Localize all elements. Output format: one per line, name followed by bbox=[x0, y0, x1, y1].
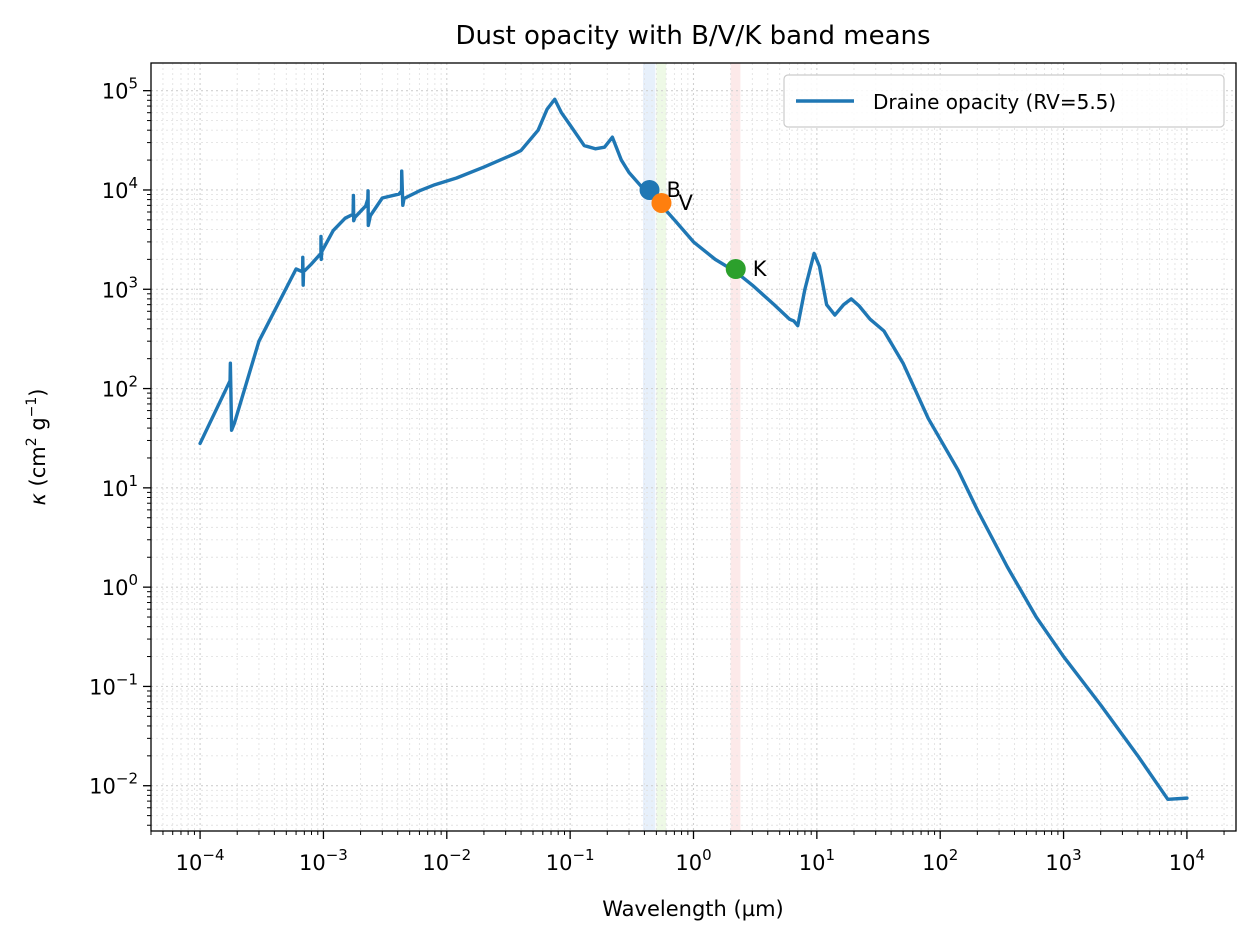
y-axis-label-open: (cm bbox=[26, 446, 50, 493]
y-axis-label-close: ) bbox=[26, 388, 50, 396]
y-tick-label: 104 bbox=[102, 174, 138, 203]
band-point-k bbox=[725, 258, 746, 279]
x-tick-label: 103 bbox=[1045, 846, 1081, 875]
legend-label-draine-opacity: Draine opacity (RV=5.5) bbox=[873, 90, 1116, 114]
x-axis-label: Wavelength (µm) bbox=[602, 897, 783, 921]
legend-box bbox=[783, 74, 1225, 128]
x-tick-label: 104 bbox=[1169, 846, 1205, 875]
band-point-label-v: V bbox=[678, 191, 693, 215]
x-tick-label: 10−1 bbox=[546, 846, 595, 875]
band-point-label-k: K bbox=[753, 257, 768, 281]
band-shading bbox=[643, 63, 741, 831]
y-tick-label: 10−1 bbox=[89, 670, 138, 699]
x-tick-label: 10−2 bbox=[422, 846, 471, 875]
band-v bbox=[656, 63, 667, 831]
x-tick-label: 102 bbox=[922, 846, 958, 875]
axis-ticks: 10−4 10−3 10−2 10−1 100 101 102 103 104 10−2 10−1 1… bbox=[89, 75, 1225, 875]
y-tick-label: 10−2 bbox=[89, 770, 138, 799]
y-tick-label: 101 bbox=[102, 472, 138, 501]
y-axis-label-kappa: κ bbox=[26, 493, 50, 506]
series-line-draine-opacity bbox=[198, 97, 1189, 801]
band-k bbox=[730, 63, 741, 831]
y-tick-label: 102 bbox=[102, 373, 138, 402]
x-tick-label: 101 bbox=[799, 846, 835, 875]
y-tick-label: 103 bbox=[102, 273, 138, 302]
grid bbox=[150, 63, 1236, 831]
y-axis-label: κ (cm2 g−1) bbox=[24, 388, 50, 505]
y-tick-label: 105 bbox=[102, 75, 138, 104]
y-axis-label-g: g bbox=[26, 417, 50, 437]
x-tick-label: 100 bbox=[675, 846, 711, 875]
band-point-v bbox=[651, 192, 672, 213]
band-points: BV K bbox=[639, 178, 768, 281]
y-tick-label: 100 bbox=[102, 571, 138, 600]
band-point-label-b: B bbox=[667, 178, 681, 202]
y-axis-label-expm1: −1 bbox=[24, 397, 40, 418]
y-axis-label-exp2: 2 bbox=[24, 437, 40, 446]
legend: Draine opacity (RV=5.5) bbox=[783, 74, 1225, 128]
x-tick-label: 10−3 bbox=[299, 846, 348, 875]
band-point-b bbox=[639, 179, 660, 200]
x-tick-label: 10−4 bbox=[176, 846, 225, 875]
chart-title: Dust opacity with B/V/K band means bbox=[455, 21, 930, 51]
band-b bbox=[643, 63, 656, 831]
